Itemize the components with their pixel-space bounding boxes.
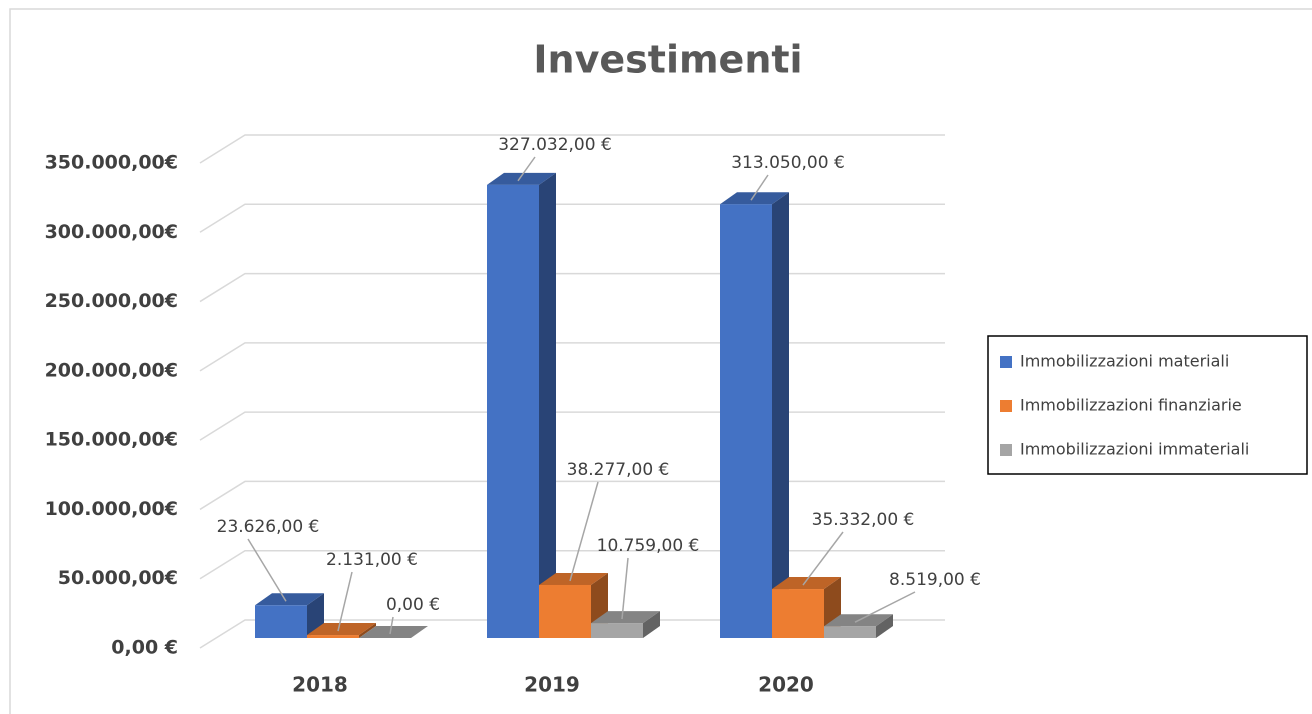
grid-line (199, 272, 945, 303)
bar-side (876, 614, 893, 638)
y-tick-label: 50.000,00€ (58, 567, 178, 589)
grid-line (199, 203, 945, 233)
legend-swatch (1000, 444, 1012, 456)
bar-top (720, 192, 789, 205)
grid-line (199, 480, 945, 511)
leader-line (750, 174, 769, 201)
legend-label: Immobilizzazioni finanziarie (1020, 396, 1242, 415)
data-label: 8.519,00 € (889, 570, 981, 590)
bar-top (307, 623, 376, 636)
bar-top (772, 577, 841, 590)
bar (720, 204, 772, 638)
data-label: 38.277,00 € (567, 460, 670, 480)
data-label: 0,00 € (386, 595, 440, 615)
leader-line (337, 571, 353, 632)
y-tick-label: 300.000,00€ (45, 221, 178, 243)
legend-label: Immobilizzazioni immateriali (1020, 440, 1249, 459)
bar (591, 623, 643, 638)
data-label: 23.626,00 € (217, 517, 320, 537)
x-tick-label: 2019 (524, 673, 580, 697)
y-tick-label: 150.000,00€ (45, 429, 178, 451)
leader-line (517, 156, 536, 182)
bar (307, 635, 359, 638)
data-label: 313.050,00 € (731, 153, 845, 173)
x-tick-label: 2020 (758, 673, 814, 697)
y-tick-label: 100.000,00€ (45, 498, 178, 520)
y-tick-label: 200.000,00€ (45, 359, 178, 381)
chart-title: Investimenti (533, 38, 802, 82)
bar-top (487, 172, 556, 185)
leader-line (389, 616, 394, 635)
grid-line (199, 411, 945, 441)
leader-line (621, 557, 629, 620)
data-label: 2.131,00 € (326, 550, 418, 570)
leader-line (802, 531, 844, 586)
data-label: 35.332,00 € (812, 510, 915, 530)
y-tick-label: 350.000,00€ (45, 152, 178, 174)
data-label: 10.759,00 € (597, 536, 700, 556)
bar-side (539, 172, 556, 638)
leader-line (854, 591, 916, 623)
leader-line (569, 481, 599, 582)
bar (539, 584, 591, 638)
leader-line (247, 538, 287, 602)
legend-swatch (1000, 400, 1012, 412)
bar-side (359, 623, 376, 638)
bar (772, 589, 824, 638)
bar-side (643, 611, 660, 638)
grid-line (199, 549, 945, 580)
bar-side (772, 192, 789, 638)
grid-line (199, 619, 945, 649)
legend-label: Immobilizzazioni materiali (1020, 352, 1229, 371)
bar (255, 605, 307, 638)
bar-top (255, 593, 324, 606)
y-tick-label: 0,00 € (111, 637, 178, 659)
data-label: 327.032,00 € (498, 135, 612, 155)
bar-top (539, 572, 608, 585)
y-tick-label: 250.000,00€ (45, 290, 178, 312)
grid-line (199, 342, 945, 372)
bar (824, 626, 876, 638)
grid-line (199, 134, 945, 164)
bar-top (591, 611, 660, 624)
legend (987, 335, 1308, 475)
legend-swatch (1000, 356, 1012, 368)
x-tick-label: 2018 (292, 673, 348, 697)
bar-top (359, 626, 428, 638)
bar (487, 184, 539, 638)
